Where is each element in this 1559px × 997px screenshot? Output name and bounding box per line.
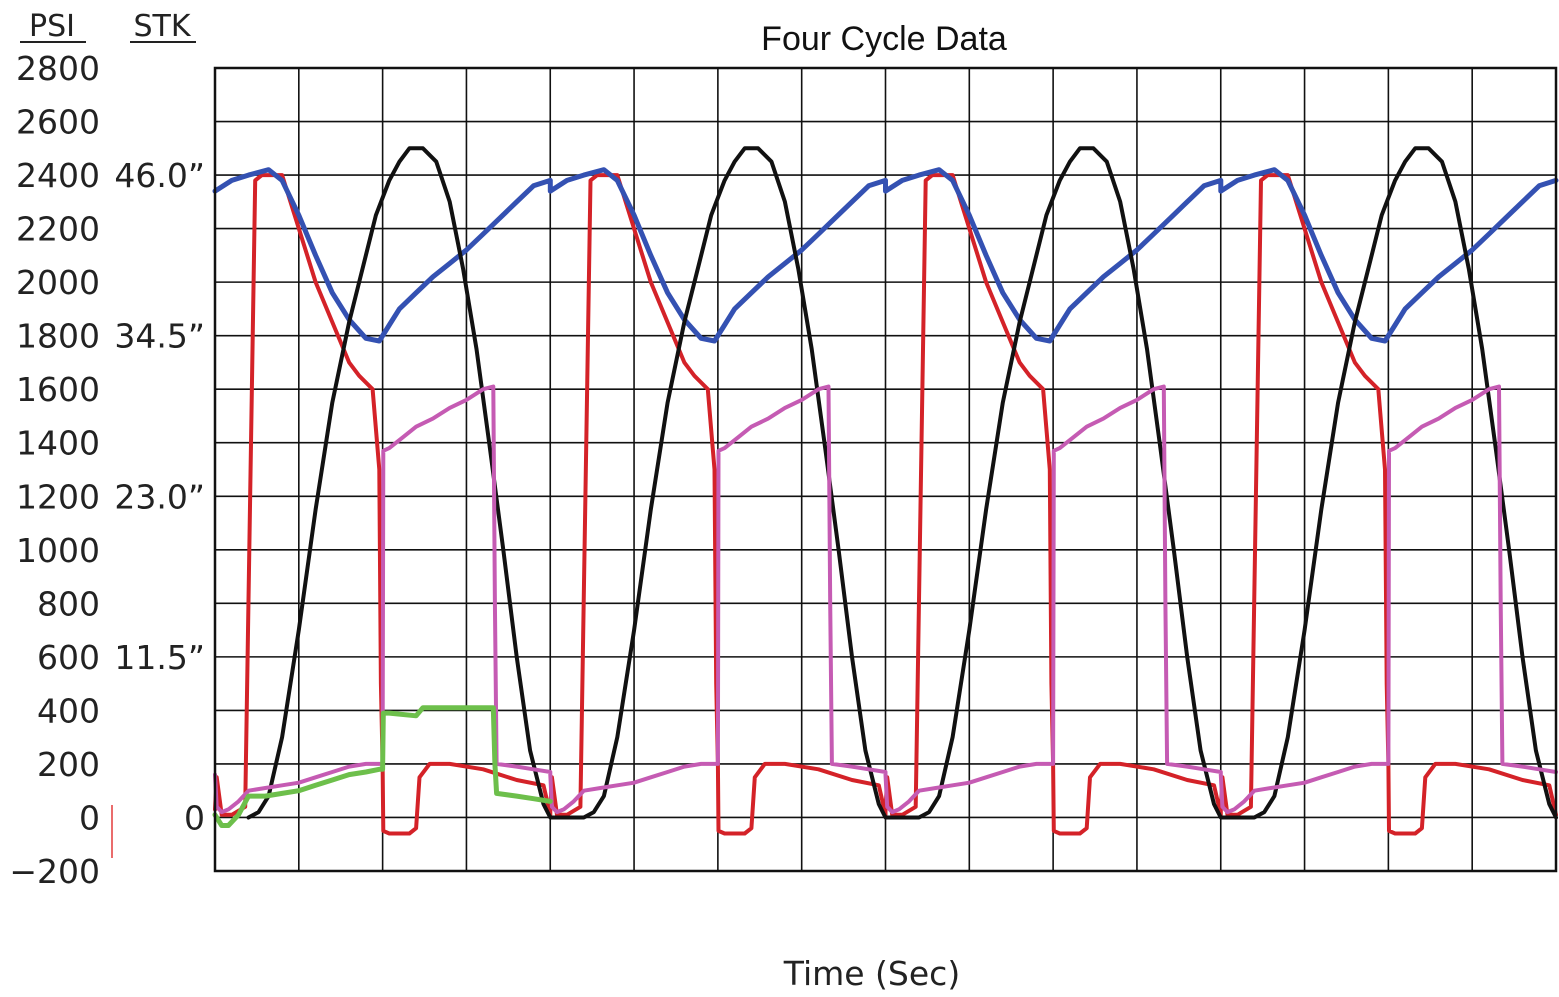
stroke-tick-labels: 46.0” 34.5” 23.0” 11.5” 0 (114, 156, 205, 837)
y-tick-label: 2600 (16, 103, 100, 142)
series-line-3 (249, 148, 1557, 817)
y-tick-labels: 2800260024002200200018001600140012001000… (9, 49, 100, 891)
stroke-tick-label: 46.0” (114, 156, 205, 195)
x-axis-label: Time (Sec) (783, 954, 960, 993)
stroke-tick-label: 0 (184, 798, 205, 837)
chart-title: Four Cycle Data (761, 20, 1007, 58)
y-tick-label: 1800 (16, 317, 100, 356)
y-axis-label-psi: PSI (29, 9, 75, 44)
y-tick-label: 600 (37, 638, 100, 677)
y-tick-label: 800 (37, 584, 100, 623)
y-tick-label: 1400 (16, 424, 100, 463)
y-tick-label: 2400 (16, 156, 100, 195)
stroke-tick-label: 23.0” (114, 477, 205, 516)
y-tick-label: 2200 (16, 210, 100, 249)
stroke-tick-label: 11.5” (114, 638, 205, 677)
y-tick-label: 0 (79, 798, 100, 837)
y-tick-label: 1200 (16, 477, 100, 516)
y-tick-label: 400 (37, 691, 100, 730)
stroke-tick-label: 34.5” (114, 317, 205, 356)
y-tick-label: 200 (37, 745, 100, 784)
y-tick-label: −200 (9, 852, 100, 891)
y-tick-label: 2000 (16, 263, 100, 302)
y-tick-label: 2800 (16, 49, 100, 88)
y-axis-label-stroke: STK (133, 9, 191, 44)
y-tick-label: 1000 (16, 531, 100, 570)
y-tick-label: 1600 (16, 370, 100, 409)
